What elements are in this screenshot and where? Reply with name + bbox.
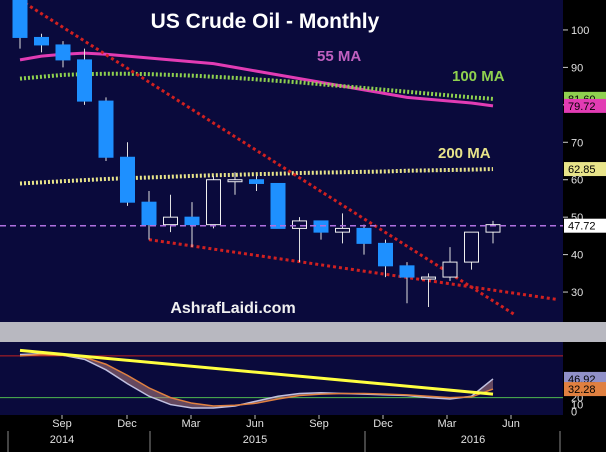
date-axis-labels: Sep Dec Mar Jun Sep Dec Mar Jun 2014 2015 2016 (7, 415, 561, 452)
candle-body (270, 182, 286, 229)
candle-body (98, 100, 114, 158)
oscillator-value-badge (564, 382, 606, 397)
candle-body (421, 276, 436, 280)
year-label: 2014 (50, 434, 74, 446)
month-label: Jun (502, 418, 520, 430)
price-tick-label: 100 (571, 25, 589, 37)
candle-body (335, 227, 350, 233)
price-trendline (148, 238, 558, 302)
ma55-label: 55 MA (317, 48, 361, 65)
moving-average-lines (19, 51, 494, 186)
candle-body (378, 242, 393, 267)
candle-body (313, 220, 329, 233)
candle-body (356, 227, 372, 244)
price-trendline (19, 0, 516, 316)
year-label: 2016 (461, 434, 485, 446)
ma-line-100-ma (19, 71, 494, 101)
candle-body (227, 179, 243, 183)
candle-body (120, 156, 135, 203)
ma100-label: 100 MA (452, 68, 505, 85)
watermark-text: AshrafLaidi.com (170, 300, 295, 317)
oscillator-tick-label: 10 (571, 400, 583, 412)
oscillator-value-label: 32.28 (568, 384, 596, 396)
candle-body (55, 44, 71, 61)
candle-body (12, 0, 28, 38)
oscillator-d-line (19, 353, 494, 407)
year-label: 2015 (243, 434, 267, 446)
ma-line-200-ma (19, 167, 494, 186)
price-value-badge (564, 98, 606, 113)
price-value-label: 47.72 (568, 221, 596, 233)
price-tick-label: 70 (571, 137, 583, 149)
ma200-label: 200 MA (438, 145, 491, 162)
price-value-label: 79.72 (568, 101, 596, 113)
price-tick-label: 90 (571, 62, 583, 74)
panel-separator (0, 322, 606, 342)
month-label: Mar (438, 418, 457, 430)
month-label: Sep (309, 418, 329, 430)
price-tick-label: 60 (571, 175, 583, 187)
candle-body (77, 59, 92, 102)
ma-line-55-ma (19, 51, 494, 108)
oscillator-k-line (19, 353, 494, 409)
candle-body (34, 36, 49, 46)
price-value-badge (564, 162, 606, 177)
month-label: Jun (246, 418, 264, 430)
candle-body (399, 265, 415, 278)
candle-body (184, 216, 200, 226)
candle-body (141, 201, 157, 226)
candle-body (206, 179, 221, 226)
price-value-label: 62.85 (568, 164, 596, 176)
month-label: Sep (52, 418, 72, 430)
candle-body (163, 216, 178, 226)
candle-body (464, 231, 479, 263)
oscillator-trendline (19, 348, 494, 396)
candle-body (485, 224, 501, 233)
price-tick-label: 30 (571, 287, 583, 299)
oscillator-tick-label: 0 (571, 407, 577, 419)
price-value-badge (564, 218, 606, 233)
price-tick-label: 40 (571, 250, 583, 262)
chart-title: US Crude Oil - Monthly (151, 10, 380, 33)
month-label: Mar (182, 418, 201, 430)
date-axis-strip (0, 415, 606, 452)
candle-body (442, 261, 458, 278)
candle-body (292, 220, 307, 229)
candlesticks (12, 0, 501, 308)
candle-body (249, 179, 264, 184)
trendlines (19, 0, 558, 316)
month-label: Dec (373, 418, 393, 430)
month-label: Dec (117, 418, 137, 430)
